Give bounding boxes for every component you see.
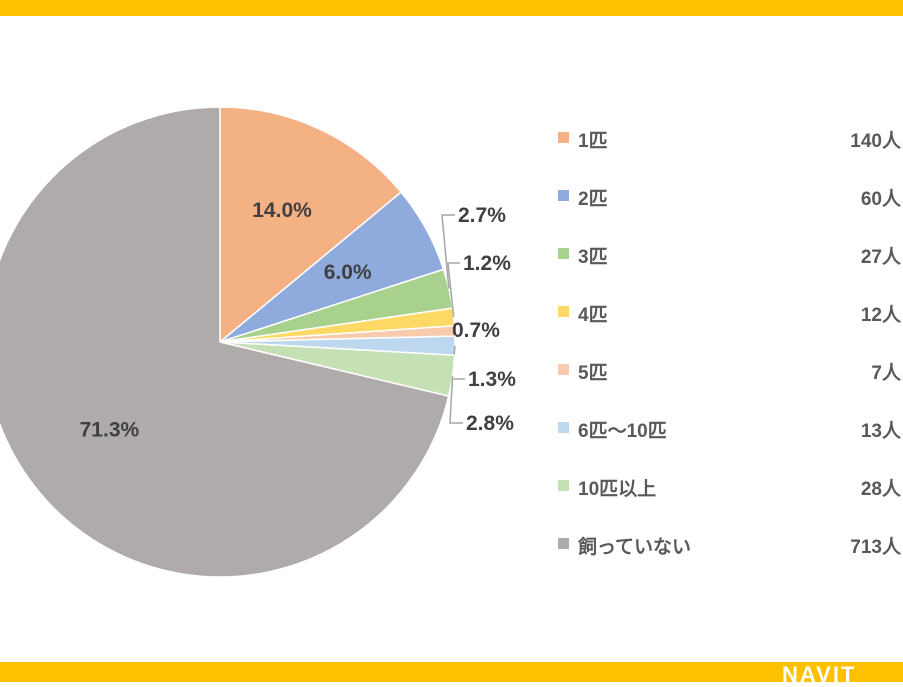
data-label: 1.3% — [468, 368, 516, 391]
leader-line — [441, 214, 455, 289]
legend-count: 13人 — [860, 421, 901, 442]
legend-label: 5匹 — [578, 363, 608, 384]
bottom-bar — [0, 662, 903, 682]
legend-swatch — [558, 422, 569, 433]
legend-label: 1匹 — [578, 131, 608, 152]
legend-count: 140人 — [850, 131, 901, 152]
pie-slice — [219, 106, 403, 344]
legend-count: 60人 — [860, 189, 901, 210]
data-label: 6.0% — [324, 261, 372, 284]
legend-swatch — [558, 538, 569, 549]
legend-swatch — [558, 364, 569, 375]
legend-count: 12人 — [860, 305, 901, 326]
legend-swatch — [558, 248, 569, 259]
legend-item: 飼っていない 713人 — [558, 532, 903, 558]
legend-swatch — [558, 132, 569, 143]
leader-line — [449, 375, 463, 424]
legend-swatch — [558, 190, 569, 201]
legend-label: 6匹～10匹 — [578, 421, 667, 442]
legend-item: 2匹 60人 — [558, 184, 903, 210]
data-label: 14.0% — [252, 199, 312, 222]
legend-label: 3匹 — [578, 247, 608, 268]
legend-label: 2匹 — [578, 189, 608, 210]
legend-count: 7人 — [871, 363, 901, 384]
legend-label: 飼っていない — [578, 537, 692, 558]
legend-label: 10匹以上 — [578, 479, 657, 500]
pie-slice — [0, 106, 450, 578]
data-label: 0.7% — [452, 319, 500, 342]
legend-item: 4匹 12人 — [558, 300, 903, 326]
legend-count: 28人 — [860, 479, 901, 500]
legend-item: 10匹以上 28人 — [558, 474, 903, 500]
brand-logo: NAVIT — [782, 662, 857, 687]
leader-line — [447, 262, 460, 318]
legend-count: 713人 — [850, 537, 901, 558]
legend-item: 1匹 140人 — [558, 126, 903, 152]
legend-label: 4匹 — [578, 305, 608, 326]
legend-item: 5匹 7人 — [558, 358, 903, 384]
legend-item: 3匹 27人 — [558, 242, 903, 268]
data-label: 2.7% — [458, 204, 506, 227]
data-label: 71.3% — [80, 418, 140, 441]
legend-item: 6匹～10匹 13人 — [558, 416, 903, 442]
legend-swatch — [558, 306, 569, 317]
data-label: 2.8% — [466, 412, 514, 435]
top-bar — [0, 0, 903, 16]
legend-swatch — [558, 480, 569, 491]
data-label: 1.2% — [463, 252, 511, 275]
legend-count: 27人 — [860, 247, 901, 268]
